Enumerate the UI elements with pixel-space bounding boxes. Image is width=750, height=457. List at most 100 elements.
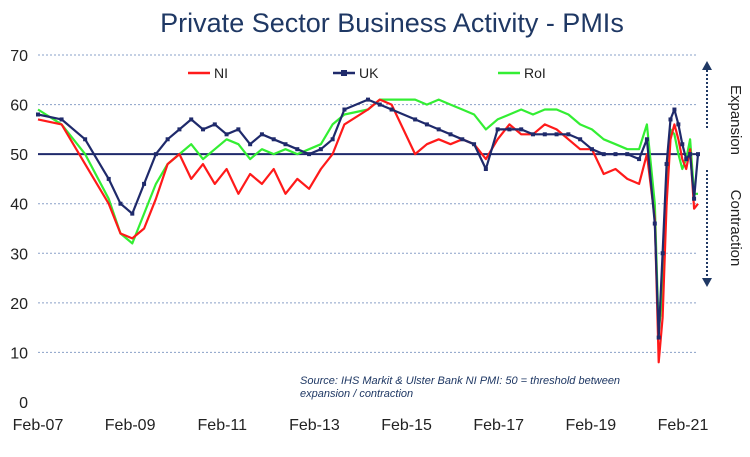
- x-tick-label: Feb-11: [198, 417, 248, 434]
- y-axis-ticks: 0 10 20 30 40 50 60 70: [10, 48, 28, 412]
- data-point: [424, 122, 429, 127]
- expansion-arrowhead: [702, 61, 712, 70]
- x-tick-label: Feb-09: [105, 417, 156, 434]
- data-point: [201, 127, 205, 132]
- data-point: [578, 137, 583, 142]
- series-lines: [36, 97, 700, 364]
- x-tick-label: Feb-19: [566, 417, 617, 434]
- data-point: [342, 107, 347, 112]
- data-point: [236, 127, 241, 132]
- data-point: [177, 127, 182, 132]
- data-point: [660, 251, 665, 256]
- data-point: [283, 142, 288, 147]
- source-note: Source: IHS Markit & Ulster Bank NI PMI:…: [300, 375, 623, 400]
- data-point: [389, 107, 394, 112]
- data-point: [36, 112, 40, 117]
- y-tick-label: 30: [10, 246, 28, 263]
- data-point: [142, 181, 147, 186]
- data-point: [696, 152, 700, 157]
- y-tick-label: 70: [10, 48, 28, 65]
- data-point: [672, 107, 677, 112]
- y-tick-label: 60: [10, 98, 28, 115]
- data-point: [189, 117, 194, 122]
- data-point: [366, 97, 370, 102]
- data-point: [448, 132, 453, 137]
- data-point: [644, 137, 649, 142]
- data-point: [153, 152, 158, 157]
- legend-item-uk: UK: [333, 65, 379, 81]
- contraction-label: Contraction: [727, 190, 744, 267]
- data-point: [688, 152, 693, 157]
- data-point: [656, 335, 661, 340]
- data-point: [483, 167, 488, 172]
- x-tick-label: Feb-21: [658, 417, 709, 434]
- data-point: [413, 117, 418, 122]
- data-point: [601, 152, 606, 157]
- data-point: [271, 137, 276, 142]
- data-point: [589, 147, 594, 152]
- y-tick-label: 0: [19, 395, 28, 412]
- x-tick-label: Feb-15: [381, 417, 432, 434]
- data-point: [613, 152, 618, 157]
- data-point: [676, 122, 681, 127]
- data-point: [519, 127, 524, 132]
- series-line-ni: [37, 98, 699, 364]
- contraction-annotation: Contraction: [702, 170, 744, 287]
- legend: NI UK RoI: [188, 65, 546, 81]
- series-uk: [36, 97, 700, 340]
- legend-label: UK: [359, 65, 379, 81]
- data-point: [668, 117, 673, 122]
- data-point: [59, 117, 64, 122]
- legend-label: RoI: [524, 65, 546, 81]
- source-note-line-2: expansion / contraction: [300, 388, 413, 400]
- data-point: [531, 132, 535, 137]
- data-point: [83, 137, 88, 142]
- chart-title: Private Sector Business Activity - PMIs: [160, 8, 624, 38]
- data-point: [436, 127, 441, 132]
- data-point: [212, 122, 217, 127]
- data-point: [554, 132, 559, 137]
- data-point: [318, 147, 323, 152]
- legend-label: NI: [214, 65, 228, 81]
- data-point: [307, 152, 312, 157]
- series-ni: [37, 98, 699, 364]
- x-axis-ticks: Feb-07 Feb-09 Feb-11 Feb-13 Feb-15 Feb-17 Feb-…: [13, 417, 709, 434]
- contraction-arrowhead: [702, 278, 712, 287]
- data-point: [130, 211, 135, 216]
- series-roi: [37, 98, 698, 334]
- data-point: [664, 162, 669, 167]
- data-point: [495, 127, 500, 132]
- data-point: [507, 127, 512, 132]
- data-point: [295, 147, 300, 152]
- data-point: [566, 132, 571, 137]
- data-point: [118, 201, 123, 206]
- data-point: [106, 176, 111, 181]
- expansion-label: Expansion: [727, 85, 744, 155]
- data-point: [692, 196, 697, 201]
- legend-item-ni: NI: [188, 65, 228, 81]
- data-point: [680, 142, 685, 147]
- expansion-annotation: Expansion: [702, 61, 744, 155]
- data-point: [637, 157, 642, 162]
- data-point: [248, 142, 253, 147]
- data-point: [165, 137, 170, 142]
- y-tick-label: 10: [10, 345, 28, 362]
- data-point: [684, 157, 689, 162]
- legend-marker: [341, 70, 347, 76]
- data-point: [330, 137, 335, 142]
- source-note-line-1: Source: IHS Markit & Ulster Bank NI PMI:…: [300, 375, 620, 387]
- data-point: [625, 152, 630, 157]
- data-point: [460, 137, 465, 142]
- data-point: [472, 142, 477, 147]
- series-line-roi: [37, 98, 698, 334]
- legend-item-roi: RoI: [498, 65, 546, 81]
- data-point: [224, 132, 229, 137]
- data-point: [652, 221, 657, 226]
- data-point: [542, 132, 547, 137]
- x-tick-label: Feb-07: [13, 417, 64, 434]
- y-tick-label: 20: [10, 296, 28, 313]
- x-tick-label: Feb-17: [473, 417, 524, 434]
- x-tick-label: Feb-13: [289, 417, 340, 434]
- data-point: [259, 132, 264, 137]
